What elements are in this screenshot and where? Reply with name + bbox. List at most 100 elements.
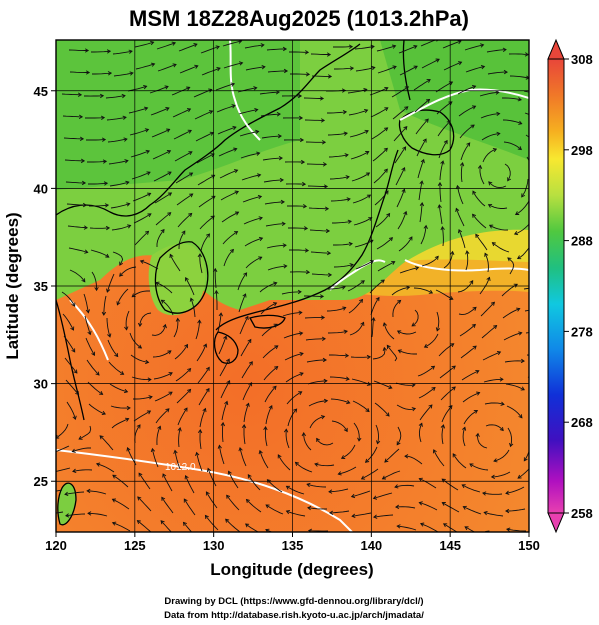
streamline-arrowhead: [234, 211, 240, 216]
streamline: [240, 339, 252, 357]
x-axis-ticks: 120 125 130 135 140 145 150: [45, 532, 540, 553]
streamline: [438, 140, 448, 159]
streamline-arrowhead: [253, 86, 258, 91]
streamline: [327, 132, 348, 136]
streamline-arrowhead: [64, 491, 69, 497]
streamline-arrowhead: [329, 510, 334, 515]
streamline: [370, 107, 389, 118]
streamline-arrowhead: [471, 105, 477, 110]
streamline-arrowhead: [451, 365, 456, 370]
streamline-arrowhead: [197, 319, 202, 324]
streamline-arrowhead: [245, 402, 250, 407]
streamline-arrowhead: [144, 128, 150, 133]
streamline: [244, 237, 263, 247]
streamline-arrowhead: [364, 108, 369, 114]
streamline: [157, 63, 177, 72]
streamline-arrowhead: [145, 359, 150, 365]
streamline-arrowhead: [77, 92, 83, 97]
streamline: [532, 267, 547, 279]
streamline: [239, 130, 259, 137]
streamline-arrowhead: [260, 43, 265, 48]
streamline-arrowhead: [518, 331, 523, 336]
streamline: [492, 242, 510, 253]
isobar-1012: [56, 449, 353, 532]
streamline: [398, 45, 417, 54]
streamline-arrowhead: [65, 513, 70, 518]
streamline-arrowhead: [341, 88, 347, 93]
streamline: [265, 405, 273, 425]
streamline: [392, 106, 409, 120]
streamline: [502, 97, 522, 101]
streamline-arrowhead: [411, 322, 416, 327]
streamline: [86, 359, 100, 376]
isobar-honshu: [329, 259, 386, 291]
streamline-arrowhead: [150, 447, 156, 453]
streamline-arrowhead: [493, 458, 498, 463]
streamline: [517, 468, 529, 479]
streamline-arrowhead: [425, 98, 431, 103]
korea-land: [148, 243, 206, 316]
streamline-arrowhead: [285, 509, 290, 515]
streamline: [376, 237, 393, 250]
streamline-arrowhead: [299, 351, 304, 357]
streamline-arrowhead: [455, 207, 460, 212]
streamline: [404, 455, 423, 465]
streamline: [267, 70, 288, 73]
streamline: [307, 507, 327, 510]
streamline-arrowhead: [411, 407, 417, 412]
streamline-arrowhead: [80, 158, 86, 164]
streamline: [116, 288, 129, 305]
streamline-arrowhead: [392, 65, 397, 70]
streamline: [206, 491, 218, 509]
streamline-arrowhead: [414, 266, 420, 271]
streamline: [524, 309, 529, 312]
streamline: [284, 352, 304, 361]
streamline-arrowhead: [274, 366, 279, 371]
streamline-arrowhead: [254, 107, 259, 113]
streamline-arrowhead: [125, 417, 130, 422]
streamline: [480, 301, 495, 317]
streamline: [395, 167, 406, 186]
streamline-arrowhead: [282, 243, 287, 248]
streamline-arrowhead: [396, 330, 402, 335]
streamline: [84, 315, 91, 335]
streamline: [174, 151, 193, 162]
streamline-arrowhead: [129, 71, 134, 76]
streamline-arrowhead: [348, 241, 353, 247]
streamline-arrowhead: [428, 289, 434, 294]
streamline: [130, 150, 150, 158]
streamline-arrowhead: [371, 65, 376, 71]
streamline: [215, 83, 235, 91]
streamline: [199, 429, 202, 450]
streamline: [418, 387, 436, 399]
streamline-arrowhead: [372, 495, 378, 500]
streamline-arrowhead: [430, 365, 436, 370]
x-tick-label: 120: [45, 538, 67, 553]
streamline: [503, 332, 522, 341]
streamline: [68, 247, 88, 253]
streamline-arrowhead: [75, 390, 80, 396]
graticule: [56, 40, 529, 532]
streamline-arrowhead: [283, 68, 289, 74]
streamline-arrowhead: [450, 343, 455, 348]
streamline-arrowhead: [51, 451, 54, 455]
streamline-arrowhead: [298, 310, 303, 315]
streamline-arrowhead: [380, 279, 385, 284]
colorbar-top-arrow: [547, 38, 565, 60]
streamline-arrowhead: [440, 160, 445, 165]
streamline-arrowhead: [238, 61, 244, 66]
streamline-arrowhead: [517, 97, 522, 102]
streamline: [481, 133, 500, 141]
streamline: [200, 233, 210, 252]
streamline: [384, 448, 400, 463]
streamline: [156, 426, 161, 446]
streamline-arrowhead: [520, 386, 525, 391]
streamline-arrowhead: [265, 504, 270, 509]
streamline: [171, 86, 190, 96]
streamline-arrowhead: [146, 410, 152, 415]
streamline: [391, 86, 409, 98]
streamline: [266, 48, 287, 51]
streamline: [245, 523, 259, 532]
streamline-arrowhead: [462, 426, 467, 431]
streamline-arrowhead: [136, 424, 141, 429]
